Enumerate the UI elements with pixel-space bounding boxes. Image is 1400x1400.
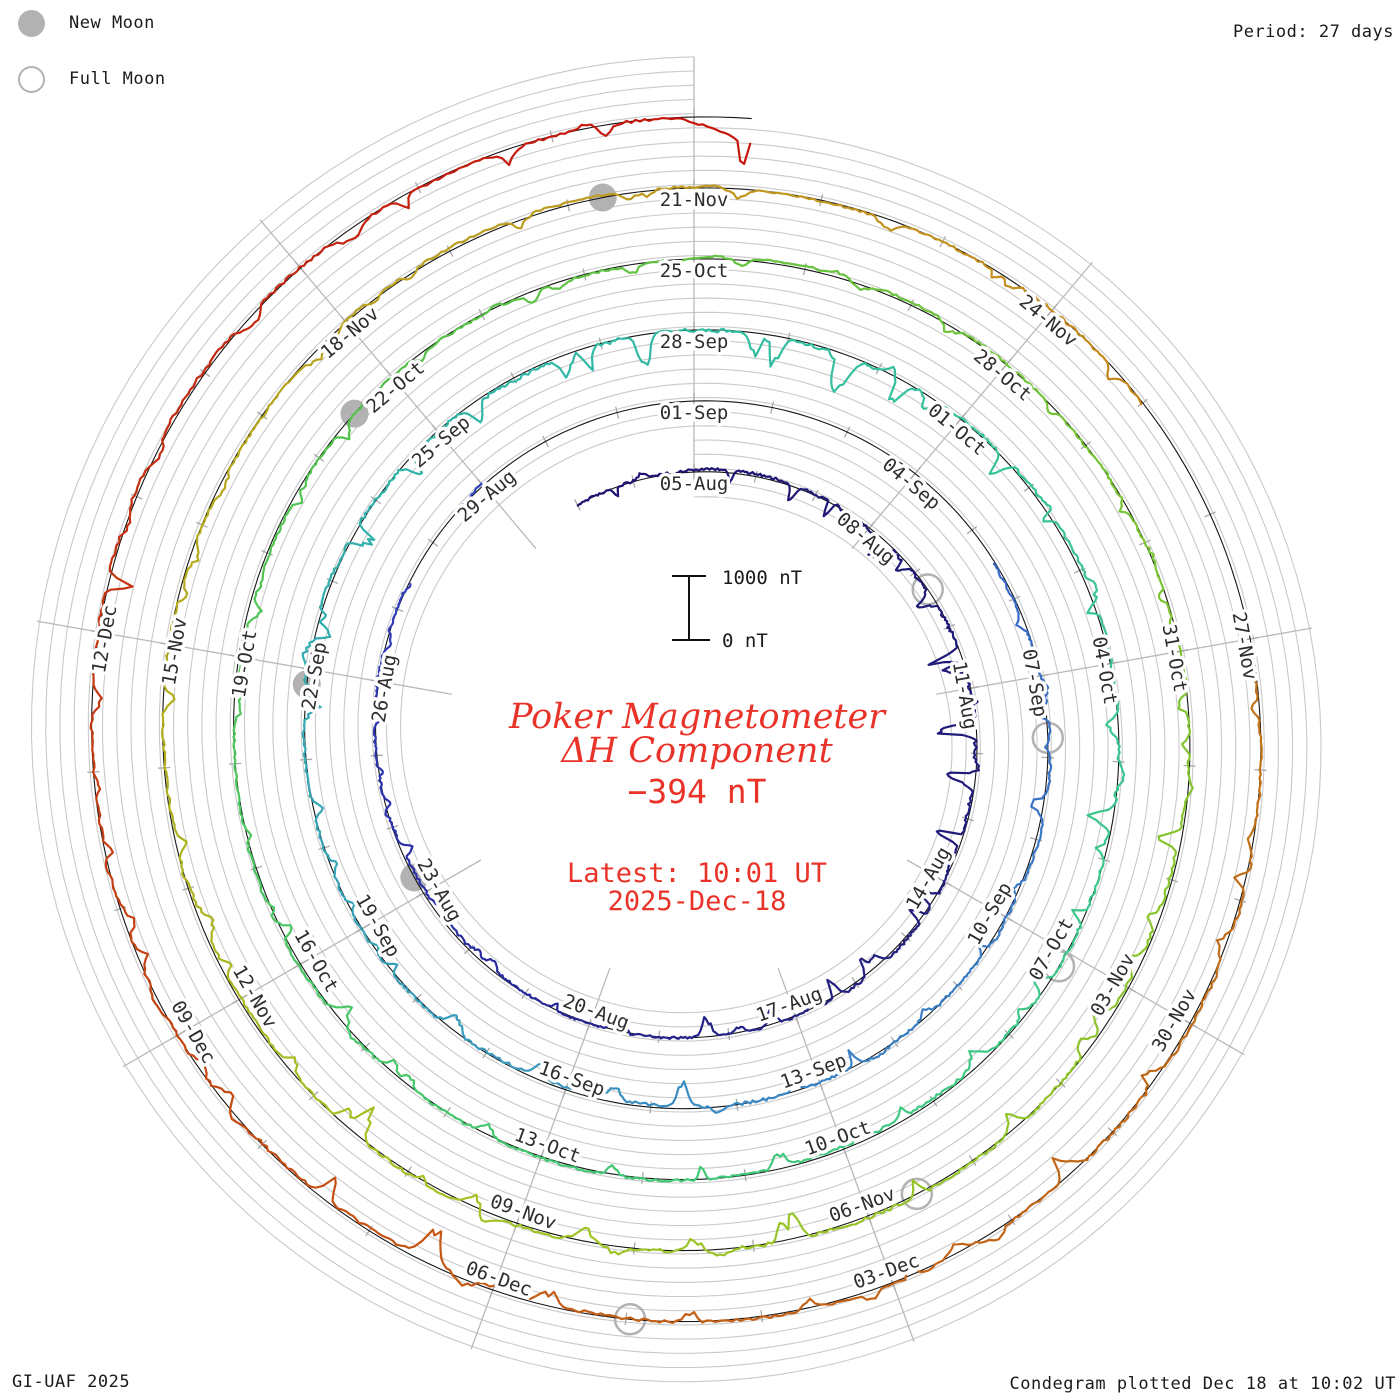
date-label: 10-Oct — [802, 1116, 874, 1160]
new-moon-label: New Moon — [69, 13, 155, 33]
spiral-gridlines — [30, 56, 1322, 1383]
date-label: 28-Sep — [660, 331, 729, 353]
full-moon-marker — [911, 573, 944, 606]
scale-bar: 1000 nT 0 nT — [672, 567, 802, 652]
period-label: Period: 27 days — [1232, 22, 1394, 42]
date-label: 15-Nov — [158, 616, 192, 687]
latest-date: 2025-Dec-18 — [608, 886, 787, 917]
new-moon-icon — [18, 9, 45, 37]
date-label: 26-Aug — [368, 653, 402, 724]
credit-label: GI-UAF 2025 — [12, 1372, 131, 1392]
plot-title-line1: Poker Magnetometer — [508, 697, 887, 737]
legend-new-moon: New Moon — [18, 8, 166, 38]
date-label: 13-Sep — [778, 1049, 850, 1093]
date-label: 25-Oct — [660, 260, 729, 282]
legend-full-moon: Full Moon — [18, 64, 166, 94]
plotted-timestamp: Condegram plotted Dec 18 at 10:02 UT — [1009, 1374, 1396, 1394]
date-label: 16-Sep — [536, 1057, 608, 1101]
date-label: 01-Sep — [660, 402, 729, 424]
scale-zero-label: 0 nT — [722, 630, 768, 652]
full-moon-marker — [900, 1177, 934, 1211]
date-label: 21-Nov — [660, 189, 729, 211]
date-label: 06-Dec — [463, 1257, 535, 1301]
date-label: 11-Aug — [948, 660, 982, 731]
full-moon-label: Full Moon — [69, 69, 166, 89]
latest-time: Latest: 10:01 UT — [567, 858, 827, 889]
date-label: 16-Oct — [289, 926, 342, 996]
date-label: 05-Aug — [660, 473, 729, 495]
date-label: 20-Aug — [560, 990, 632, 1034]
full-moon-icon — [18, 65, 45, 93]
full-moon-marker — [1042, 950, 1076, 983]
date-label: 04-Oct — [1088, 635, 1122, 706]
date-label: 12-Nov — [228, 961, 281, 1031]
plot-title-line2: ΔH Component — [559, 731, 833, 771]
date-label: 22-Sep — [298, 640, 332, 711]
date-label: 03-Nov — [1086, 950, 1139, 1020]
date-label: 07-Sep — [1018, 647, 1052, 718]
magnetometer-trace — [89, 117, 1263, 1324]
date-label: 19-Oct — [228, 628, 262, 699]
moon-legend: New Moon Full Moon — [18, 8, 166, 120]
current-value: −394 nT — [627, 772, 766, 811]
date-label: 30-Nov — [1148, 985, 1201, 1055]
date-label: 31-Oct — [1158, 623, 1192, 694]
center-annotation: Poker Magnetometer ΔH Component −394 nT … — [508, 697, 887, 917]
date-label: 12-Dec — [88, 603, 122, 674]
scale-max-label: 1000 nT — [722, 567, 802, 589]
date-label: 27-Nov — [1228, 610, 1262, 681]
